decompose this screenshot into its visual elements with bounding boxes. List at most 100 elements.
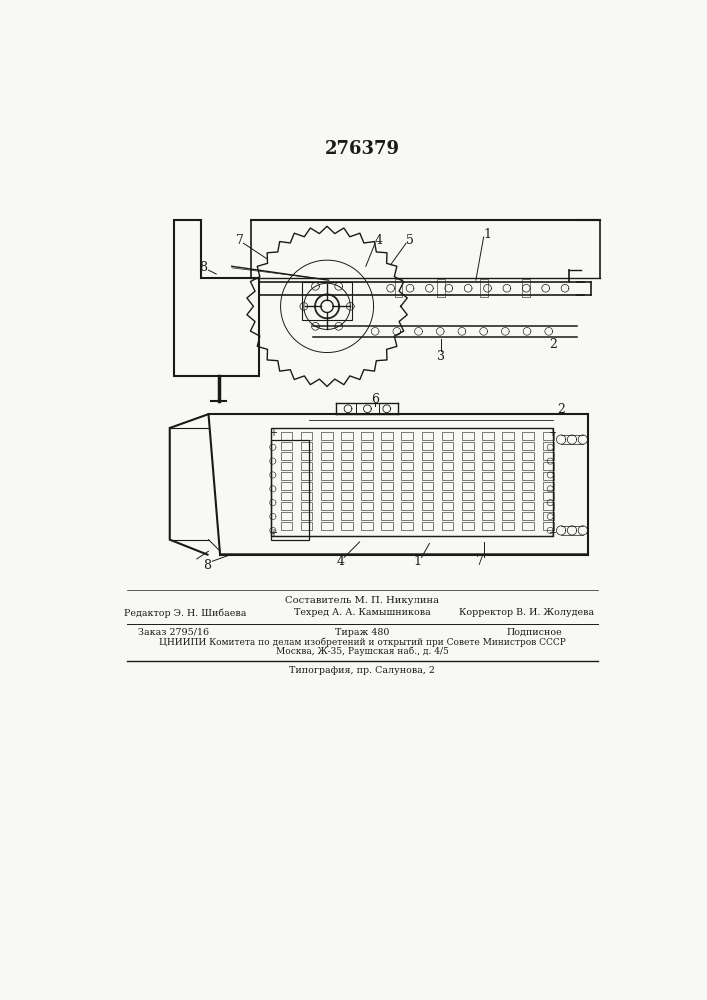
Bar [421, 502, 433, 510]
Bar [361, 432, 373, 440]
Bar [421, 492, 433, 500]
Bar [462, 462, 474, 470]
Bar [402, 482, 413, 490]
Bar [301, 282, 352, 320]
Bar [281, 522, 292, 530]
Bar [502, 452, 514, 460]
Bar [502, 492, 514, 500]
Bar [321, 502, 332, 510]
Bar [462, 432, 474, 440]
Bar [300, 452, 312, 460]
Bar [522, 442, 534, 450]
Bar [502, 442, 514, 450]
Bar [381, 432, 393, 440]
Bar [341, 472, 353, 480]
Bar [482, 452, 493, 460]
Bar [381, 472, 393, 480]
Bar [321, 512, 332, 520]
Bar [437, 279, 445, 297]
Bar [482, 432, 493, 440]
Text: Тираж 480: Тираж 480 [334, 628, 389, 637]
Bar [271, 428, 554, 536]
Bar [321, 442, 332, 450]
Bar [502, 512, 514, 520]
Text: Техред А. А. Камышникова: Техред А. А. Камышникова [293, 608, 431, 617]
Bar [321, 472, 332, 480]
Bar [542, 512, 554, 520]
Bar [442, 482, 453, 490]
Bar [341, 462, 353, 470]
Bar [421, 512, 433, 520]
Bar [421, 452, 433, 460]
Bar [321, 492, 332, 500]
Bar [542, 492, 554, 500]
Bar [321, 482, 332, 490]
Bar [361, 442, 373, 450]
Bar [442, 432, 453, 440]
Bar [542, 522, 554, 530]
Bar [462, 472, 474, 480]
Text: Корректор В. И. Жолудева: Корректор В. И. Жолудева [459, 608, 594, 617]
Bar [300, 442, 312, 450]
Bar [542, 432, 554, 440]
Bar [502, 432, 514, 440]
Text: 6: 6 [371, 393, 379, 406]
Bar [381, 452, 393, 460]
Bar [281, 482, 292, 490]
Bar [402, 452, 413, 460]
Text: Составитель М. П. Никулина: Составитель М. П. Никулина [285, 596, 439, 605]
Text: +: + [269, 428, 277, 438]
Bar [361, 502, 373, 510]
Bar [462, 482, 474, 490]
Text: 5: 5 [406, 234, 414, 247]
Bar [341, 522, 353, 530]
Bar [542, 462, 554, 470]
Text: +: + [269, 528, 277, 538]
Bar [402, 502, 413, 510]
Bar [482, 522, 493, 530]
Bar [442, 462, 453, 470]
Bar [421, 462, 433, 470]
Text: 2: 2 [557, 403, 565, 416]
Bar [381, 522, 393, 530]
Text: Типография, пр. Салунова, 2: Типография, пр. Салунова, 2 [289, 666, 435, 675]
Bar [522, 492, 534, 500]
Text: Заказ 2795/16: Заказ 2795/16 [138, 628, 209, 637]
Bar [522, 452, 534, 460]
Bar [381, 462, 393, 470]
Bar [381, 442, 393, 450]
Bar [402, 442, 413, 450]
Bar [321, 462, 332, 470]
Bar [421, 472, 433, 480]
Bar [300, 482, 312, 490]
Bar [341, 432, 353, 440]
Bar [321, 452, 332, 460]
Bar [300, 522, 312, 530]
Bar [482, 462, 493, 470]
Bar [395, 279, 402, 297]
Bar [341, 492, 353, 500]
Text: 2: 2 [549, 338, 557, 351]
Bar [462, 442, 474, 450]
Bar [442, 522, 453, 530]
Text: Подписное: Подписное [506, 628, 562, 637]
Text: +: + [548, 528, 556, 538]
Bar [341, 502, 353, 510]
Bar [482, 492, 493, 500]
Bar [542, 442, 554, 450]
Bar [402, 492, 413, 500]
Bar [522, 522, 534, 530]
Bar [281, 492, 292, 500]
Bar [402, 512, 413, 520]
Bar [442, 492, 453, 500]
Bar [402, 432, 413, 440]
Bar [361, 522, 373, 530]
Bar [462, 512, 474, 520]
Bar [502, 482, 514, 490]
Bar [361, 452, 373, 460]
Bar [300, 472, 312, 480]
Text: 7: 7 [235, 234, 243, 247]
Text: 1: 1 [484, 228, 491, 241]
Text: 8: 8 [203, 559, 211, 572]
Bar [522, 502, 534, 510]
